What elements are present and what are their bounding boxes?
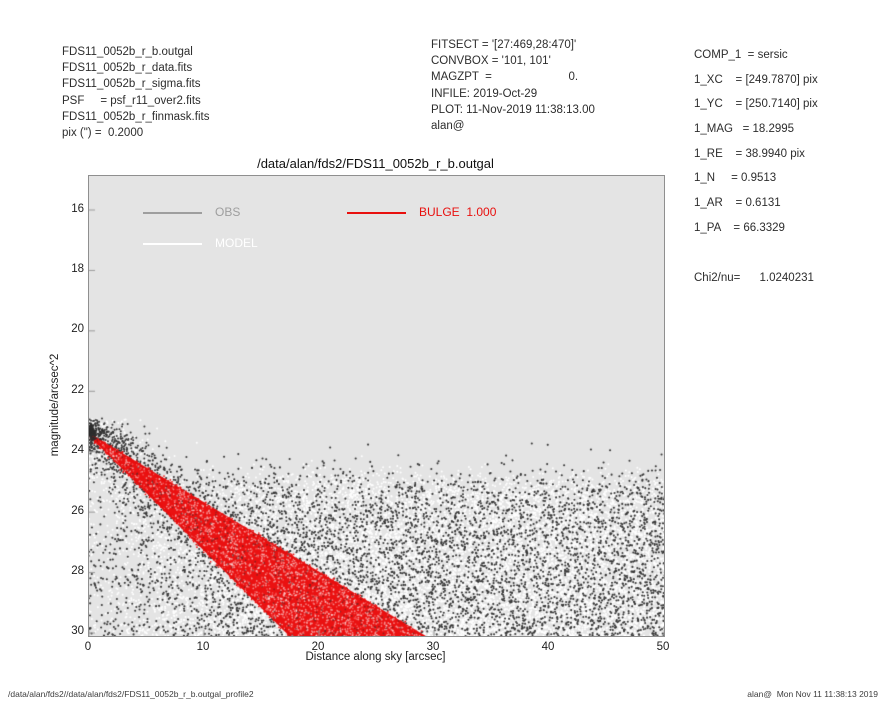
parameter-line: 1_MAG = 18.2995 bbox=[694, 123, 795, 136]
fit-setting-line: PLOT: 11-Nov-2019 11:38:13.00 bbox=[431, 103, 595, 116]
fit-parameters-panel: COMP_1 = sersic 1_XC = [249.7870] pix 1_YC… bbox=[694, 49, 818, 284]
x-tick-label: 40 bbox=[541, 641, 555, 653]
x-tick-label: 30 bbox=[426, 641, 440, 653]
chi2-value: Chi2/nu= 1.0240231 bbox=[694, 271, 814, 284]
parameter-line: COMP_1 = sersic bbox=[694, 49, 788, 61]
file-info-line: PSF = psf_r11_over2.fits bbox=[62, 94, 201, 107]
fit-setting-line: alan@ bbox=[431, 120, 465, 133]
user-date-stamp: alan@ Mon Nov 11 11:38:13 2019 bbox=[747, 689, 878, 699]
output-path-stamp: /data/alan/fds2//data/alan/fds2/FDS11_00… bbox=[8, 689, 254, 699]
file-info-line: FDS11_0052b_r_data.fits bbox=[62, 62, 193, 75]
legend-swatch-bulge bbox=[347, 212, 406, 214]
fit-setting-line: MAGZPT = 0. bbox=[431, 71, 579, 84]
y-tick-label: 30 bbox=[71, 625, 84, 638]
y-tick-label: 22 bbox=[71, 383, 84, 396]
legend-swatch-model bbox=[143, 243, 202, 245]
y-tick-label: 16 bbox=[71, 202, 84, 215]
legend-label-bulge: BULGE 1.000 bbox=[419, 205, 497, 219]
plot-area bbox=[88, 175, 665, 637]
parameter-line: 1_XC = [249.7870] pix bbox=[694, 73, 818, 86]
file-info-line: FDS11_0052b_r_b.outgal bbox=[62, 46, 193, 58]
x-tick-label: 50 bbox=[656, 641, 670, 653]
parameter-line: 1_N = 0.9513 bbox=[694, 172, 777, 185]
component-parameters: COMP_1 = sersic 1_XC = [249.7870] pix 1_YC… bbox=[694, 49, 818, 247]
x-tick-label: 20 bbox=[311, 641, 325, 653]
parameter-line: 1_AR = 0.6131 bbox=[694, 197, 781, 210]
y-tick-label: 24 bbox=[71, 444, 84, 457]
parameter-line: 1_RE = 38.9940 pix bbox=[694, 147, 805, 160]
fit-settings-block: FITSECT = '[27:469,28:470]' CONVBOX = '10… bbox=[431, 37, 595, 134]
input-files-block: FDS11_0052b_r_b.outgal FDS11_0052b_r_data… bbox=[62, 44, 209, 141]
plot-title: /data/alan/fds2/FDS11_0052b_r_b.outgal bbox=[257, 156, 494, 171]
parameter-line: 1_PA = 66.3329 bbox=[694, 221, 785, 234]
legend-label-obs: OBS bbox=[215, 205, 241, 219]
fit-setting-line: FITSECT = '[27:469,28:470]' bbox=[431, 39, 577, 51]
fit-setting-line: INFILE: 2019-Oct-29 bbox=[431, 87, 538, 100]
x-tick-label: 0 bbox=[84, 641, 92, 653]
y-tick-label: 20 bbox=[71, 323, 84, 336]
y-tick-label: 18 bbox=[71, 262, 84, 275]
file-info-line: FDS11_0052b_r_sigma.fits bbox=[62, 78, 201, 91]
y-axis-label: magnitude/arcsec^2 bbox=[49, 353, 61, 457]
x-tick-label: 10 bbox=[196, 641, 210, 653]
legend-swatch-obs bbox=[143, 212, 202, 214]
file-info-line: FDS11_0052b_r_finmask.fits bbox=[62, 110, 210, 123]
legend-label-model: MODEL bbox=[215, 236, 258, 250]
fit-setting-line: CONVBOX = '101, 101' bbox=[431, 55, 551, 68]
y-tick-label: 26 bbox=[71, 504, 84, 517]
x-axis-label: Distance along sky [arcsec] bbox=[305, 651, 446, 663]
y-tick-label: 28 bbox=[71, 565, 84, 578]
profile-plot-canvas bbox=[89, 176, 664, 636]
parameter-line: 1_YC = [250.7140] pix bbox=[694, 98, 818, 111]
file-info-line: pix (") = 0.2000 bbox=[62, 127, 144, 140]
